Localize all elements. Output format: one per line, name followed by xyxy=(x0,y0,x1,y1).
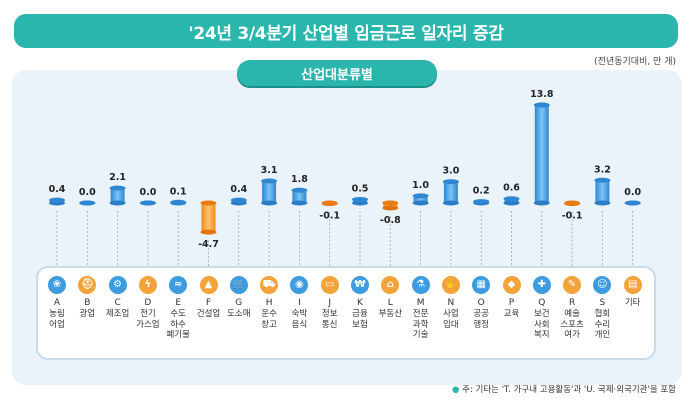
category-code: K xyxy=(357,298,363,308)
category-name: 수도 하수 폐기물 xyxy=(166,309,190,340)
category-code: F xyxy=(205,298,212,308)
tab-industry-classification[interactable]: 산업대분류별 xyxy=(237,60,437,86)
wheat-icon: ❀ xyxy=(48,276,66,294)
category-name: 숙박 음식 xyxy=(291,309,308,330)
category-name: 교육 xyxy=(503,309,520,319)
category-code: Q xyxy=(538,298,546,308)
category-item: ✋ N 사업 임대 xyxy=(436,276,466,330)
graduation-cap-icon: ◆ xyxy=(502,276,521,294)
category-code: M xyxy=(416,298,425,308)
category-name: 공공 행정 xyxy=(473,309,489,330)
category-code: J xyxy=(328,298,332,308)
category-code: P xyxy=(508,298,515,308)
category-item: ≈ E 수도 하수 폐기물 xyxy=(163,276,193,341)
people-icon: ☺ xyxy=(593,276,612,294)
category-item: ▲ F 건설업 xyxy=(194,276,224,320)
footnote-bullet: ● xyxy=(452,385,460,395)
category-item: ⌂ L 부동산 xyxy=(375,276,405,320)
category-item: ▭ J 정보 통신 xyxy=(315,276,345,330)
category-code: C xyxy=(114,298,121,308)
category-code: R xyxy=(568,298,576,308)
category-code: I xyxy=(298,298,301,308)
truck-icon: ⛟ xyxy=(260,276,279,294)
category-item: ✚ Q 보건 사회 복지 xyxy=(527,276,557,341)
house-icon: ⌂ xyxy=(381,276,400,294)
category-name: 제조업 xyxy=(105,309,130,319)
footnote-text: 주: 기타는 'T. 가구내 고용활동'과 'U. 국제·외국기관'을 포함 xyxy=(462,385,676,395)
water-tap-icon: ≈ xyxy=(169,276,188,294)
dish-icon: ◉ xyxy=(290,276,309,294)
category-item: ⛟ H 운수 창고 xyxy=(254,276,284,330)
category-item: ◆ P 교육 xyxy=(497,276,527,320)
category-item: ₩ K 금융 보험 xyxy=(345,276,375,330)
category-name: 예술 스포츠 여가 xyxy=(560,309,584,340)
category-code: L xyxy=(387,298,393,308)
category-code: G xyxy=(235,298,243,308)
category-code: H xyxy=(265,298,273,308)
lightning-icon: ϟ xyxy=(138,276,157,294)
category-name: 사업 임대 xyxy=(443,309,459,330)
title-bar: '24년 3/4분기 산업별 임금근로 일자리 증감 xyxy=(14,14,678,48)
category-name: 정보 통신 xyxy=(321,309,338,330)
factory-gear-icon: ⚙ xyxy=(108,276,127,294)
category-code: O xyxy=(477,298,485,308)
footnote: ● 주: 기타는 'T. 가구내 고용활동'과 'U. 국제·외국기관'을 포함 xyxy=(452,383,676,395)
shopping-cart-icon: 🛒 xyxy=(229,276,248,294)
category-name: 협회 수리 개인 xyxy=(594,309,611,340)
category-name: 건설업 xyxy=(196,309,221,319)
category-name: 기타 xyxy=(624,298,641,308)
palette-icon: ✎ xyxy=(563,276,582,294)
category-item: ⛑ B 광업 xyxy=(72,276,102,320)
microscope-icon: ⚗ xyxy=(411,276,430,294)
helmet-icon: ⛑ xyxy=(78,276,97,294)
category-item: ❀ A 농림 어업 xyxy=(42,276,72,330)
category-name: 전기 가스업 xyxy=(136,309,160,330)
medical-bag-icon: ✚ xyxy=(532,276,551,294)
category-item: ⚗ M 전문 과학 기술 xyxy=(406,276,436,341)
category-name: 운수 창고 xyxy=(261,309,277,330)
laptop-icon: ▭ xyxy=(320,276,339,294)
money-icon: ₩ xyxy=(351,276,369,294)
category-name: 도소매 xyxy=(227,309,251,319)
category-name: 금융 보험 xyxy=(352,309,368,330)
category-code: D xyxy=(144,298,152,308)
category-item: ⚙ C 제조업 xyxy=(103,276,133,320)
category-name: 부동산 xyxy=(378,309,403,319)
category-item: ☺ S 협회 수리 개인 xyxy=(587,276,617,341)
unit-note: (전년동기대비, 만 개) xyxy=(594,57,676,67)
tab-label: 산업대분류별 xyxy=(301,67,373,83)
cone-icon: ▲ xyxy=(199,276,218,294)
category-name: 농림 어업 xyxy=(49,309,65,330)
category-item: 🛒 G 도소매 xyxy=(224,276,254,320)
category-item: ▤ 기타 xyxy=(618,276,648,309)
category-code: E xyxy=(175,298,182,308)
category-code: S xyxy=(599,298,606,308)
category-code: N xyxy=(447,298,455,308)
document-icon: ▤ xyxy=(623,276,642,294)
category-item: ✎ R 예술 스포츠 여가 xyxy=(557,276,587,341)
category-name: 보건 사회 복지 xyxy=(533,309,550,340)
category-item: ϟ D 전기 가스업 xyxy=(133,276,163,330)
page-title: '24년 3/4분기 산업별 임금근로 일자리 증감 xyxy=(188,23,504,44)
category-legend: ❀ A 농림 어업 ⛑ B 광업 ⚙ C 제조업 ϟ D 전기 가스업 ≈ E 수도 하수 폐기물 ▲ F 건설업… xyxy=(36,266,656,360)
category-name: 전문 과학 기술 xyxy=(412,309,429,340)
category-item: ◉ I 숙박 음식 xyxy=(284,276,314,330)
category-code: B xyxy=(84,298,91,308)
handshake-icon: ✋ xyxy=(441,276,460,294)
category-item: ▦ O 공공 행정 xyxy=(466,276,496,330)
category-code: A xyxy=(53,298,61,308)
category-name: 광업 xyxy=(79,309,96,319)
building-icon: ▦ xyxy=(472,276,491,294)
